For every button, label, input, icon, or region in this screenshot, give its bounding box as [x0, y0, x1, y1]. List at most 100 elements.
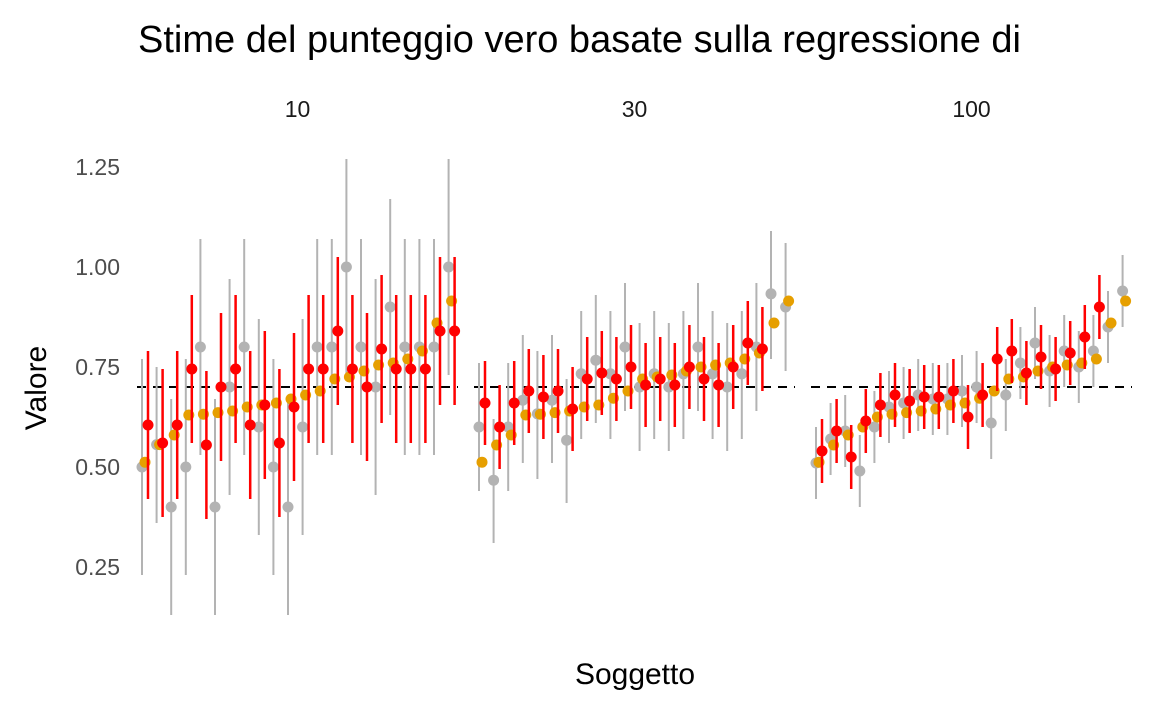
estimate-point — [610, 373, 622, 385]
raw-point — [384, 301, 396, 313]
panel-10 — [136, 159, 461, 615]
panel-30 — [473, 231, 795, 543]
raw-point — [868, 421, 880, 433]
estimate-point — [1006, 345, 1018, 357]
raw-point — [267, 461, 279, 473]
estimate-point — [552, 385, 564, 397]
estimate-point — [567, 403, 579, 415]
estimate-point — [918, 391, 930, 403]
panel-strip-label: 100 — [952, 96, 990, 122]
raw-point — [443, 261, 455, 273]
raw-point — [546, 394, 558, 406]
raw-point — [238, 341, 250, 353]
y-tick-label: 0.75 — [75, 354, 120, 380]
estimate-point — [625, 361, 637, 373]
raw-point — [619, 341, 631, 353]
panel-strips: 10 30 100 — [285, 96, 991, 122]
estimate-point — [523, 385, 535, 397]
estimate-point — [889, 389, 901, 401]
y-tick-label: 1.00 — [75, 254, 120, 280]
raw-point — [326, 341, 338, 353]
estimate-point — [816, 445, 828, 457]
estimate-point — [977, 389, 989, 401]
estimate-point — [742, 337, 754, 349]
raw-point — [340, 261, 352, 273]
estimate-point — [449, 325, 461, 337]
y-axis-ticks: 0.25 0.50 0.75 1.00 1.25 — [75, 154, 120, 580]
raw-point — [194, 341, 206, 353]
estimate-point — [933, 391, 945, 403]
raw-point — [355, 341, 367, 353]
estimate-point — [698, 373, 710, 385]
raw-point — [180, 461, 192, 473]
shrunk-point — [1120, 295, 1132, 307]
raw-point — [473, 421, 485, 433]
estimate-point — [727, 361, 739, 373]
raw-point — [282, 501, 294, 513]
raw-point — [692, 341, 704, 353]
estimate-point — [230, 363, 242, 375]
raw-point — [428, 341, 440, 353]
estimate-point — [581, 373, 593, 385]
chart-panels — [136, 159, 1132, 615]
estimate-point — [186, 363, 198, 375]
estimate-point — [303, 363, 315, 375]
chart-title: Stime del punteggio vero basate sulla re… — [138, 19, 1021, 61]
raw-point — [1000, 389, 1012, 401]
raw-point — [1117, 285, 1129, 297]
raw-point — [956, 385, 968, 397]
raw-point — [854, 465, 866, 477]
estimate-point — [361, 381, 373, 393]
estimate-point — [142, 419, 154, 431]
estimate-point — [1079, 331, 1091, 343]
estimate-point — [434, 325, 446, 337]
raw-point — [561, 434, 573, 446]
estimate-point — [713, 379, 725, 391]
raw-point — [721, 381, 733, 393]
estimate-point — [640, 379, 652, 391]
estimate-point — [947, 385, 959, 397]
estimate-point — [962, 411, 974, 423]
raw-point — [517, 394, 529, 406]
estimate-point — [376, 343, 388, 355]
raw-point — [1029, 337, 1041, 349]
estimate-point — [756, 343, 768, 355]
x-axis-title: Soggetto — [575, 658, 695, 691]
raw-point — [488, 474, 500, 486]
estimate-point — [390, 363, 402, 375]
estimate-point — [494, 421, 506, 433]
estimate-point — [215, 381, 227, 393]
estimate-point — [831, 425, 843, 437]
estimate-point — [654, 373, 666, 385]
raw-point — [209, 501, 221, 513]
shrunk-point — [1105, 317, 1117, 329]
raw-point — [971, 381, 983, 393]
estimate-point — [273, 437, 285, 449]
estimate-point — [1093, 301, 1105, 313]
estimate-point — [288, 401, 300, 413]
estimate-point — [317, 363, 329, 375]
estimate-point — [845, 451, 857, 463]
panel-strip-label: 10 — [285, 96, 311, 122]
raw-point — [311, 341, 323, 353]
raw-point — [370, 381, 382, 393]
panel-100 — [810, 255, 1132, 507]
estimate-point — [860, 415, 872, 427]
estimate-point — [669, 379, 681, 391]
estimate-point — [405, 363, 417, 375]
y-axis-title: Valore — [20, 346, 53, 431]
raw-point — [297, 421, 309, 433]
estimate-point — [200, 439, 212, 451]
raw-point — [707, 368, 719, 380]
estimate-point — [683, 361, 695, 373]
shrunk-point — [476, 456, 488, 468]
y-tick-label: 0.50 — [75, 454, 120, 480]
estimate-point — [596, 367, 608, 379]
shrunk-point — [783, 295, 795, 307]
raw-point — [736, 368, 748, 380]
y-tick-label: 1.25 — [75, 154, 120, 180]
shrunk-point — [768, 317, 780, 329]
raw-point — [399, 341, 411, 353]
estimate-point — [157, 437, 169, 449]
